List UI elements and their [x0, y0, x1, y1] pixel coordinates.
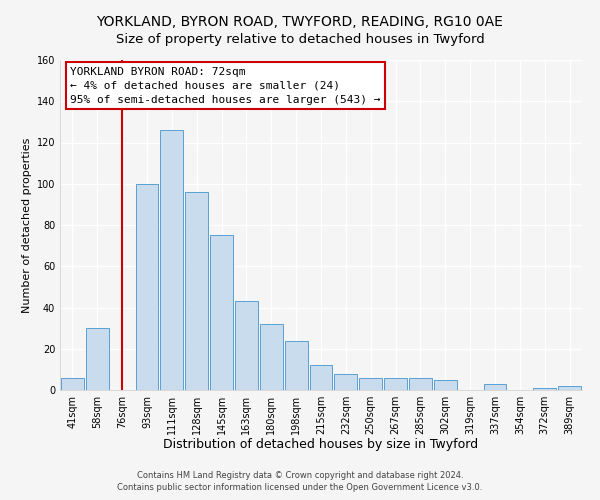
Bar: [533, 388, 556, 390]
Bar: [235, 302, 258, 390]
Bar: [310, 365, 332, 390]
Bar: [558, 386, 581, 390]
X-axis label: Distribution of detached houses by size in Twyford: Distribution of detached houses by size …: [163, 438, 479, 452]
Bar: [384, 378, 407, 390]
Text: YORKLAND BYRON ROAD: 72sqm
← 4% of detached houses are smaller (24)
95% of semi-: YORKLAND BYRON ROAD: 72sqm ← 4% of detac…: [70, 66, 381, 104]
Bar: [86, 328, 109, 390]
Bar: [484, 384, 506, 390]
Text: Size of property relative to detached houses in Twyford: Size of property relative to detached ho…: [116, 32, 484, 46]
Text: YORKLAND, BYRON ROAD, TWYFORD, READING, RG10 0AE: YORKLAND, BYRON ROAD, TWYFORD, READING, …: [97, 15, 503, 29]
Bar: [260, 324, 283, 390]
Bar: [334, 374, 357, 390]
Bar: [61, 378, 84, 390]
Bar: [136, 184, 158, 390]
Bar: [434, 380, 457, 390]
Y-axis label: Number of detached properties: Number of detached properties: [22, 138, 32, 312]
Bar: [409, 378, 432, 390]
Bar: [185, 192, 208, 390]
Text: Contains HM Land Registry data © Crown copyright and database right 2024.
Contai: Contains HM Land Registry data © Crown c…: [118, 471, 482, 492]
Bar: [359, 378, 382, 390]
Bar: [285, 340, 308, 390]
Bar: [160, 130, 183, 390]
Bar: [210, 236, 233, 390]
